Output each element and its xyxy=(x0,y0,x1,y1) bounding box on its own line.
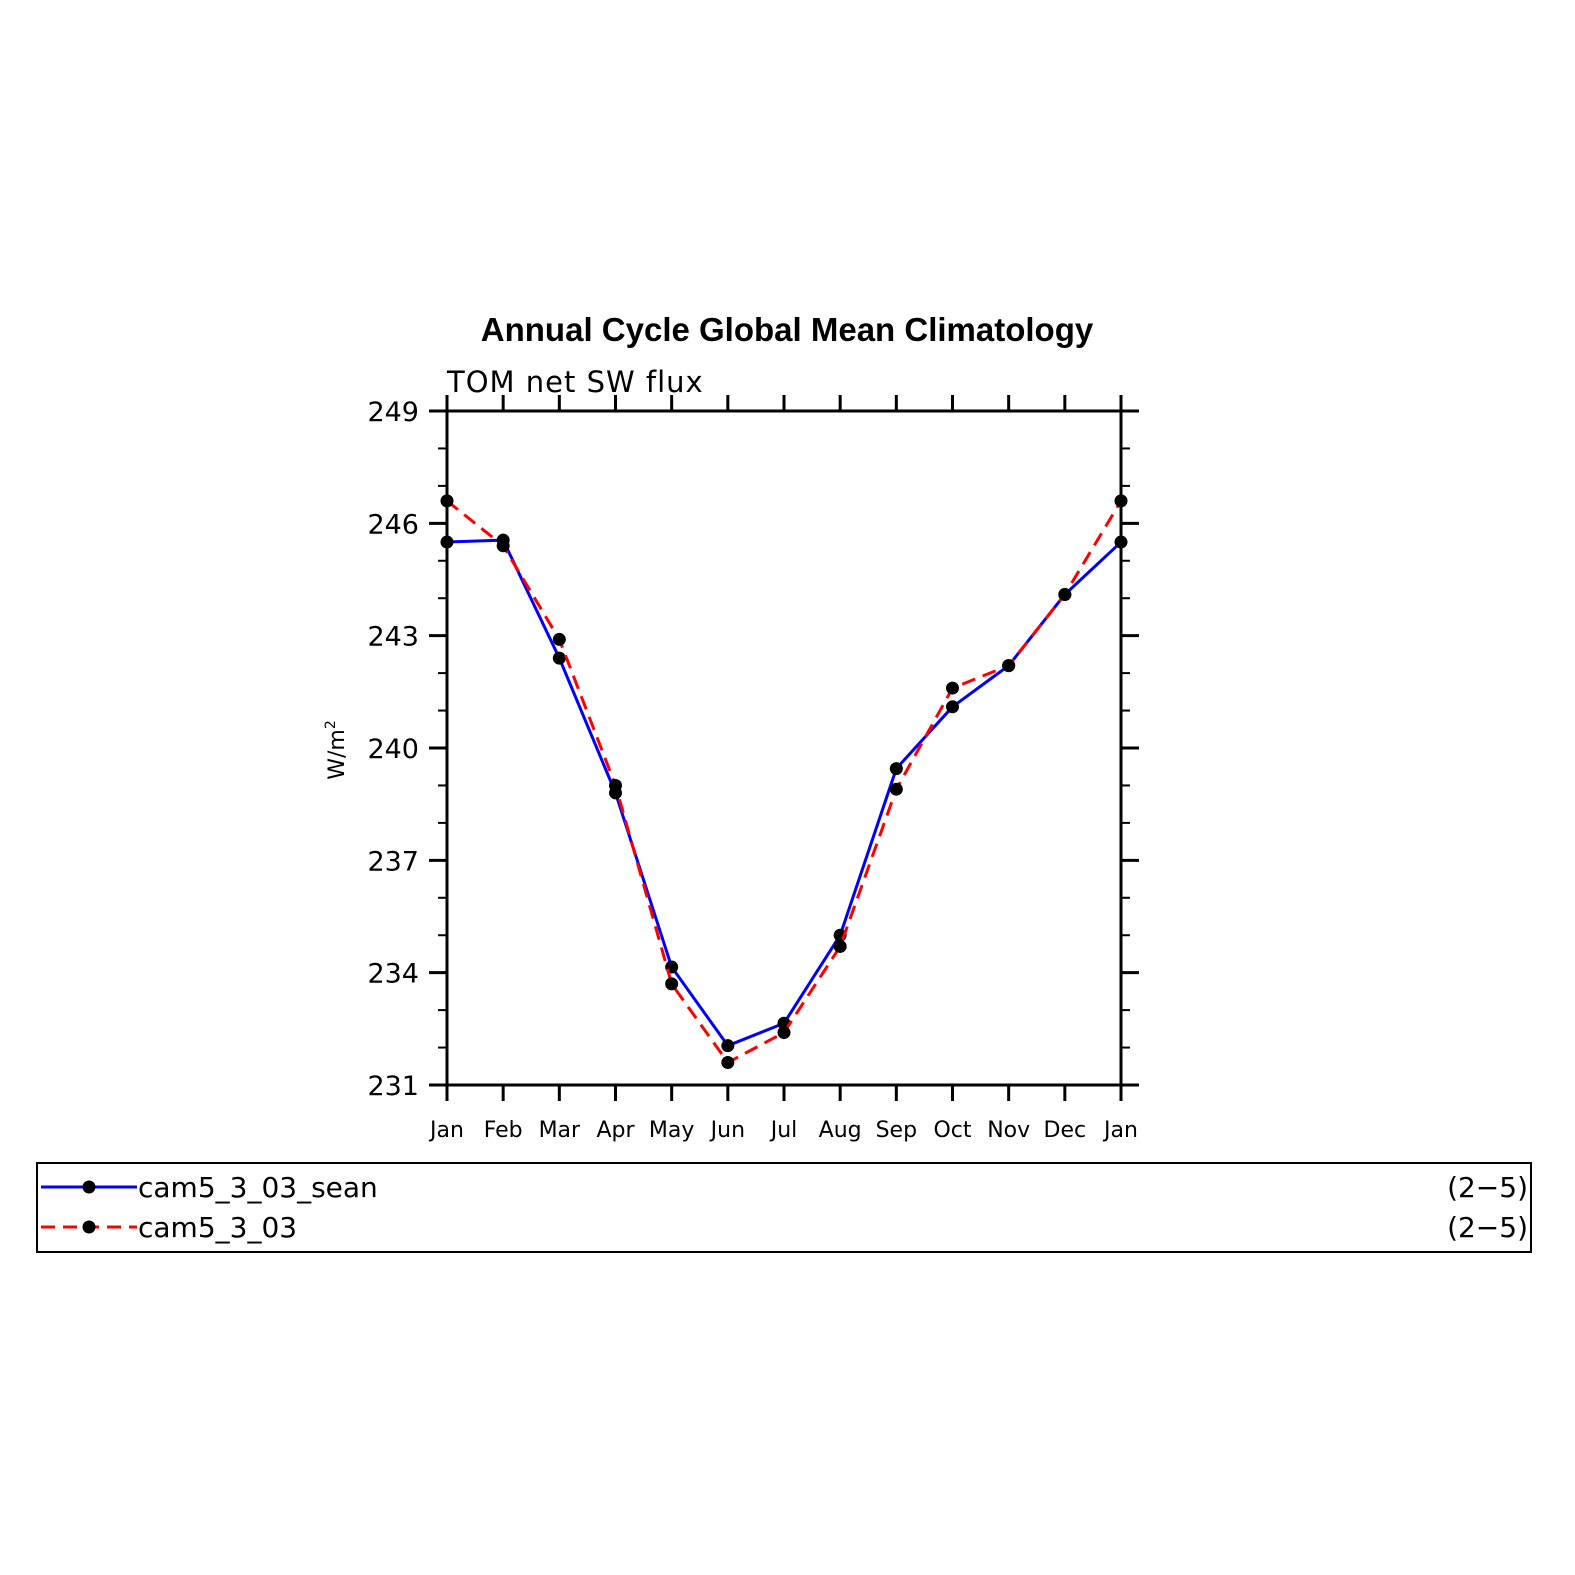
data-point-cam5_3_03 xyxy=(1058,587,1072,601)
data-point-cam5_3_03 xyxy=(777,1026,791,1040)
y-axis-label: W/m2 xyxy=(323,720,350,780)
data-point-cam5_3_03_sean xyxy=(889,762,903,776)
y-axis-label-exponent: 2 xyxy=(323,720,339,729)
y-tick-label: 249 xyxy=(367,397,419,428)
legend-marker-cam5_3_03 xyxy=(82,1220,96,1234)
x-tick-label: Dec xyxy=(1044,1118,1087,1143)
series-line-cam5_3_03 xyxy=(446,499,1123,1065)
data-point-cam5_3_03 xyxy=(440,494,454,508)
y-tick-label: 237 xyxy=(367,846,419,877)
data-point-cam5_3_03_sean xyxy=(552,651,566,665)
plot-frame xyxy=(445,409,1123,1087)
data-point-cam5_3_03_sean xyxy=(721,1039,735,1053)
plot-axes: 231 234 237 240 243 246 249 Jan Feb Mar Apr May Jun J… xyxy=(367,395,1139,1143)
y-tick-label: 243 xyxy=(367,622,419,653)
x-tick-label: Feb xyxy=(484,1118,523,1143)
data-point-cam5_3_03_sean xyxy=(440,535,454,549)
data-point-cam5_3_03 xyxy=(721,1056,735,1070)
data-point-cam5_3_03 xyxy=(609,778,622,792)
chart-title: Annual Cycle Global Mean Climatology xyxy=(481,311,1094,348)
data-point-cam5_3_03 xyxy=(496,539,510,553)
x-tick-label: Jun xyxy=(709,1118,745,1143)
y-axis-label-unit: W/m xyxy=(325,729,350,780)
x-tick-label: Apr xyxy=(596,1118,635,1143)
data-point-cam5_3_03_sean xyxy=(946,700,959,714)
y-tick-label: 234 xyxy=(367,959,419,990)
legend-range-label: (2−5) xyxy=(1447,1171,1528,1204)
data-point-cam5_3_03 xyxy=(665,977,679,991)
data-point-cam5_3_03 xyxy=(552,632,566,646)
x-tick-label: Jan xyxy=(428,1118,464,1143)
legend: cam5_3_03_sean (2−5) cam5_3_03 (2−5) xyxy=(36,1162,1532,1253)
x-tick-label: Aug xyxy=(819,1118,862,1143)
chart-subtitle: TOM net SW flux xyxy=(446,365,704,399)
data-point-cam5_3_03 xyxy=(1002,659,1016,673)
data-point-cam5_3_03 xyxy=(833,939,847,953)
x-tick-label: Nov xyxy=(987,1118,1030,1143)
legend-box xyxy=(36,1162,1532,1253)
y-tick-label: 231 xyxy=(367,1071,419,1102)
data-point-cam5_3_03 xyxy=(889,782,903,796)
x-tick-label: Jul xyxy=(769,1118,798,1143)
legend-label: cam5_3_03 xyxy=(138,1211,297,1244)
x-tick-label: May xyxy=(649,1118,694,1143)
y-tick-label: 240 xyxy=(367,734,419,765)
data-point-cam5_3_03 xyxy=(946,681,959,695)
data-point-cam5_3_03_sean xyxy=(1114,535,1128,549)
legend-label: cam5_3_03_sean xyxy=(138,1171,378,1204)
series-line-cam5_3_03_sean xyxy=(446,538,1123,1048)
legend-marker-cam5_3_03_sean xyxy=(82,1180,96,1194)
y-tick-label: 246 xyxy=(367,509,419,540)
x-tick-label: Jan xyxy=(1102,1118,1138,1143)
legend-range-label: (2−5) xyxy=(1447,1211,1528,1244)
x-tick-label: Oct xyxy=(933,1118,971,1143)
x-tick-label: Mar xyxy=(539,1118,581,1143)
x-tick-label: Sep xyxy=(876,1118,917,1143)
series-layer xyxy=(440,494,1128,1070)
data-point-cam5_3_03 xyxy=(1114,494,1128,508)
